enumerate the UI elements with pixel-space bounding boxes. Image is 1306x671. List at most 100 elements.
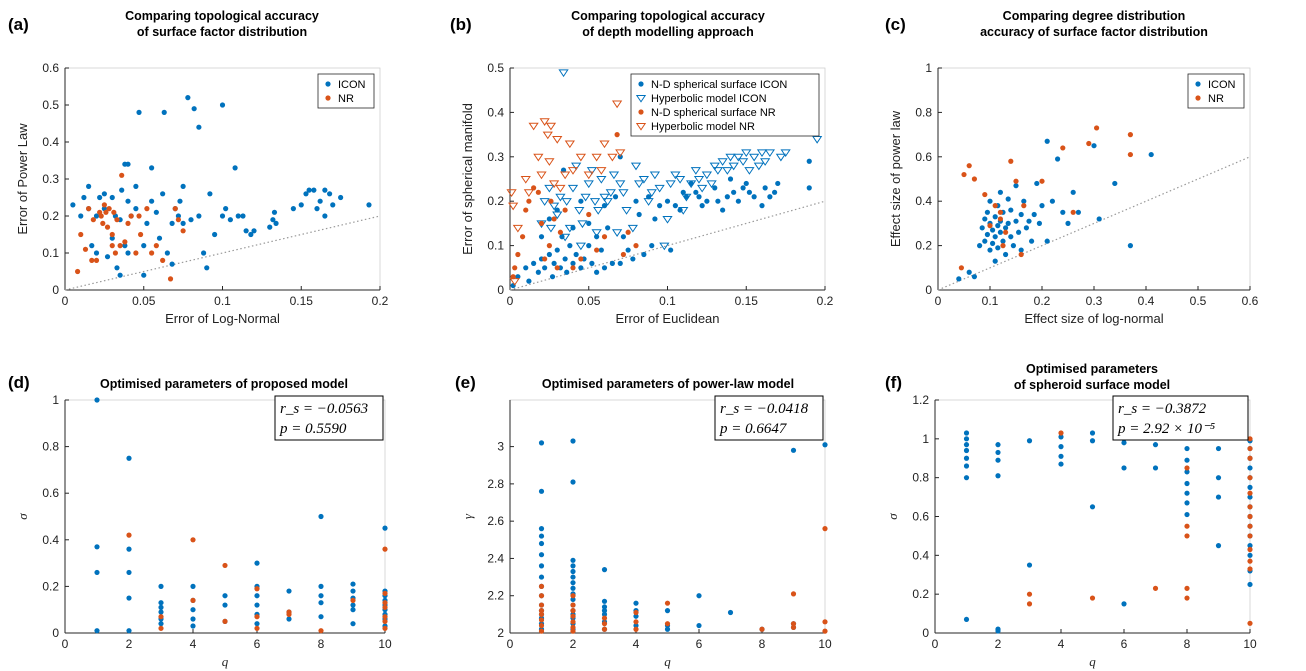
data-point (990, 227, 996, 233)
stats-frame (274, 395, 384, 441)
data-point (536, 171, 547, 180)
y-axis-label: γ (460, 513, 475, 519)
data-point (350, 602, 356, 608)
data-point (963, 475, 970, 481)
reference-diagonal (509, 200, 826, 291)
y-tick-label: 2.4 (487, 551, 504, 565)
y-tick-label: 2.8 (487, 477, 504, 491)
data-point (109, 243, 115, 249)
data-point (133, 250, 139, 256)
data-point (222, 593, 228, 599)
data-point (720, 207, 726, 213)
data-point (570, 613, 576, 619)
data-point (987, 223, 993, 229)
x-tick-label: 0.6 (1242, 294, 1259, 308)
data-point (1247, 566, 1253, 572)
data-point (554, 247, 560, 253)
data-point (542, 256, 548, 262)
legend-marker (1195, 95, 1201, 101)
data-point (997, 209, 1004, 215)
data-point (1000, 238, 1006, 244)
data-point (680, 189, 686, 195)
data-point (196, 124, 202, 130)
data-point (570, 585, 576, 591)
data-point (712, 167, 724, 175)
data-point (160, 191, 166, 197)
data-point (772, 189, 778, 195)
data-point (510, 274, 516, 280)
data-point (318, 600, 324, 606)
data-point (558, 69, 569, 78)
data-point (190, 607, 196, 613)
data-point (997, 229, 1004, 235)
data-point (153, 243, 159, 249)
data-point (638, 175, 650, 184)
data-point (546, 251, 552, 258)
data-point (599, 140, 610, 149)
data-point (617, 260, 623, 266)
stats-box: r_s = −0.0418 p = 0.6647 (714, 395, 824, 441)
legend-label: N-D spherical surface NR (651, 107, 776, 119)
data-point (109, 231, 115, 238)
data-point (523, 207, 529, 213)
data-point (1008, 234, 1014, 240)
data-point (546, 216, 552, 222)
data-point (956, 276, 962, 282)
data-point (1034, 180, 1040, 187)
data-point (577, 220, 588, 229)
data-point (570, 608, 576, 614)
data-point (699, 203, 705, 209)
data-point (1039, 203, 1045, 209)
data-point (633, 622, 639, 629)
data-point (350, 597, 356, 603)
stats-line: p = 2.92 × 10⁻⁵ (1117, 421, 1215, 437)
data-point (538, 440, 545, 446)
data-point (767, 194, 773, 200)
data-point (141, 272, 147, 278)
data-point (649, 243, 655, 249)
data-point (180, 183, 186, 189)
data-point (574, 207, 585, 215)
data-point (601, 611, 608, 617)
legend-label: ICON (338, 79, 366, 91)
data-point (551, 260, 557, 266)
data-point (562, 256, 568, 262)
data-point (86, 206, 92, 212)
data-point (382, 546, 388, 552)
data-point (119, 172, 125, 178)
data-point (212, 231, 218, 238)
data-point (1184, 595, 1190, 601)
data-point (554, 265, 560, 271)
data-point (674, 175, 686, 184)
data-point (759, 203, 765, 209)
data-point (512, 224, 524, 233)
data-point (538, 628, 545, 634)
data-point (520, 234, 526, 240)
panel-label: (d) (8, 373, 30, 392)
chart-title: of depth modelling approach (582, 25, 754, 39)
data-point (621, 207, 632, 215)
data-point (570, 563, 576, 569)
data-point (811, 136, 823, 144)
data-point (125, 161, 131, 167)
legend-marker (325, 81, 331, 87)
panel-c: (c) Comparing degree distribution accuracy… (885, 9, 1259, 326)
data-point (963, 463, 970, 469)
y-tick-label: 1.2 (912, 393, 929, 407)
data-point (1008, 207, 1014, 213)
data-point (190, 537, 196, 543)
data-point (1013, 183, 1019, 189)
legend: N-D spherical surface ICON Hyperbolic mod… (630, 73, 820, 137)
data-point (596, 167, 607, 175)
data-point (286, 616, 292, 622)
data-point (586, 167, 598, 175)
y-tick-label: 0.1 (42, 246, 59, 260)
x-axis-label: q (664, 654, 671, 669)
data-point (138, 231, 144, 238)
data-point (995, 628, 1001, 634)
data-point (125, 220, 131, 226)
data-point (125, 250, 131, 256)
data-point (657, 203, 663, 209)
data-point (526, 278, 532, 284)
data-point (136, 213, 142, 219)
